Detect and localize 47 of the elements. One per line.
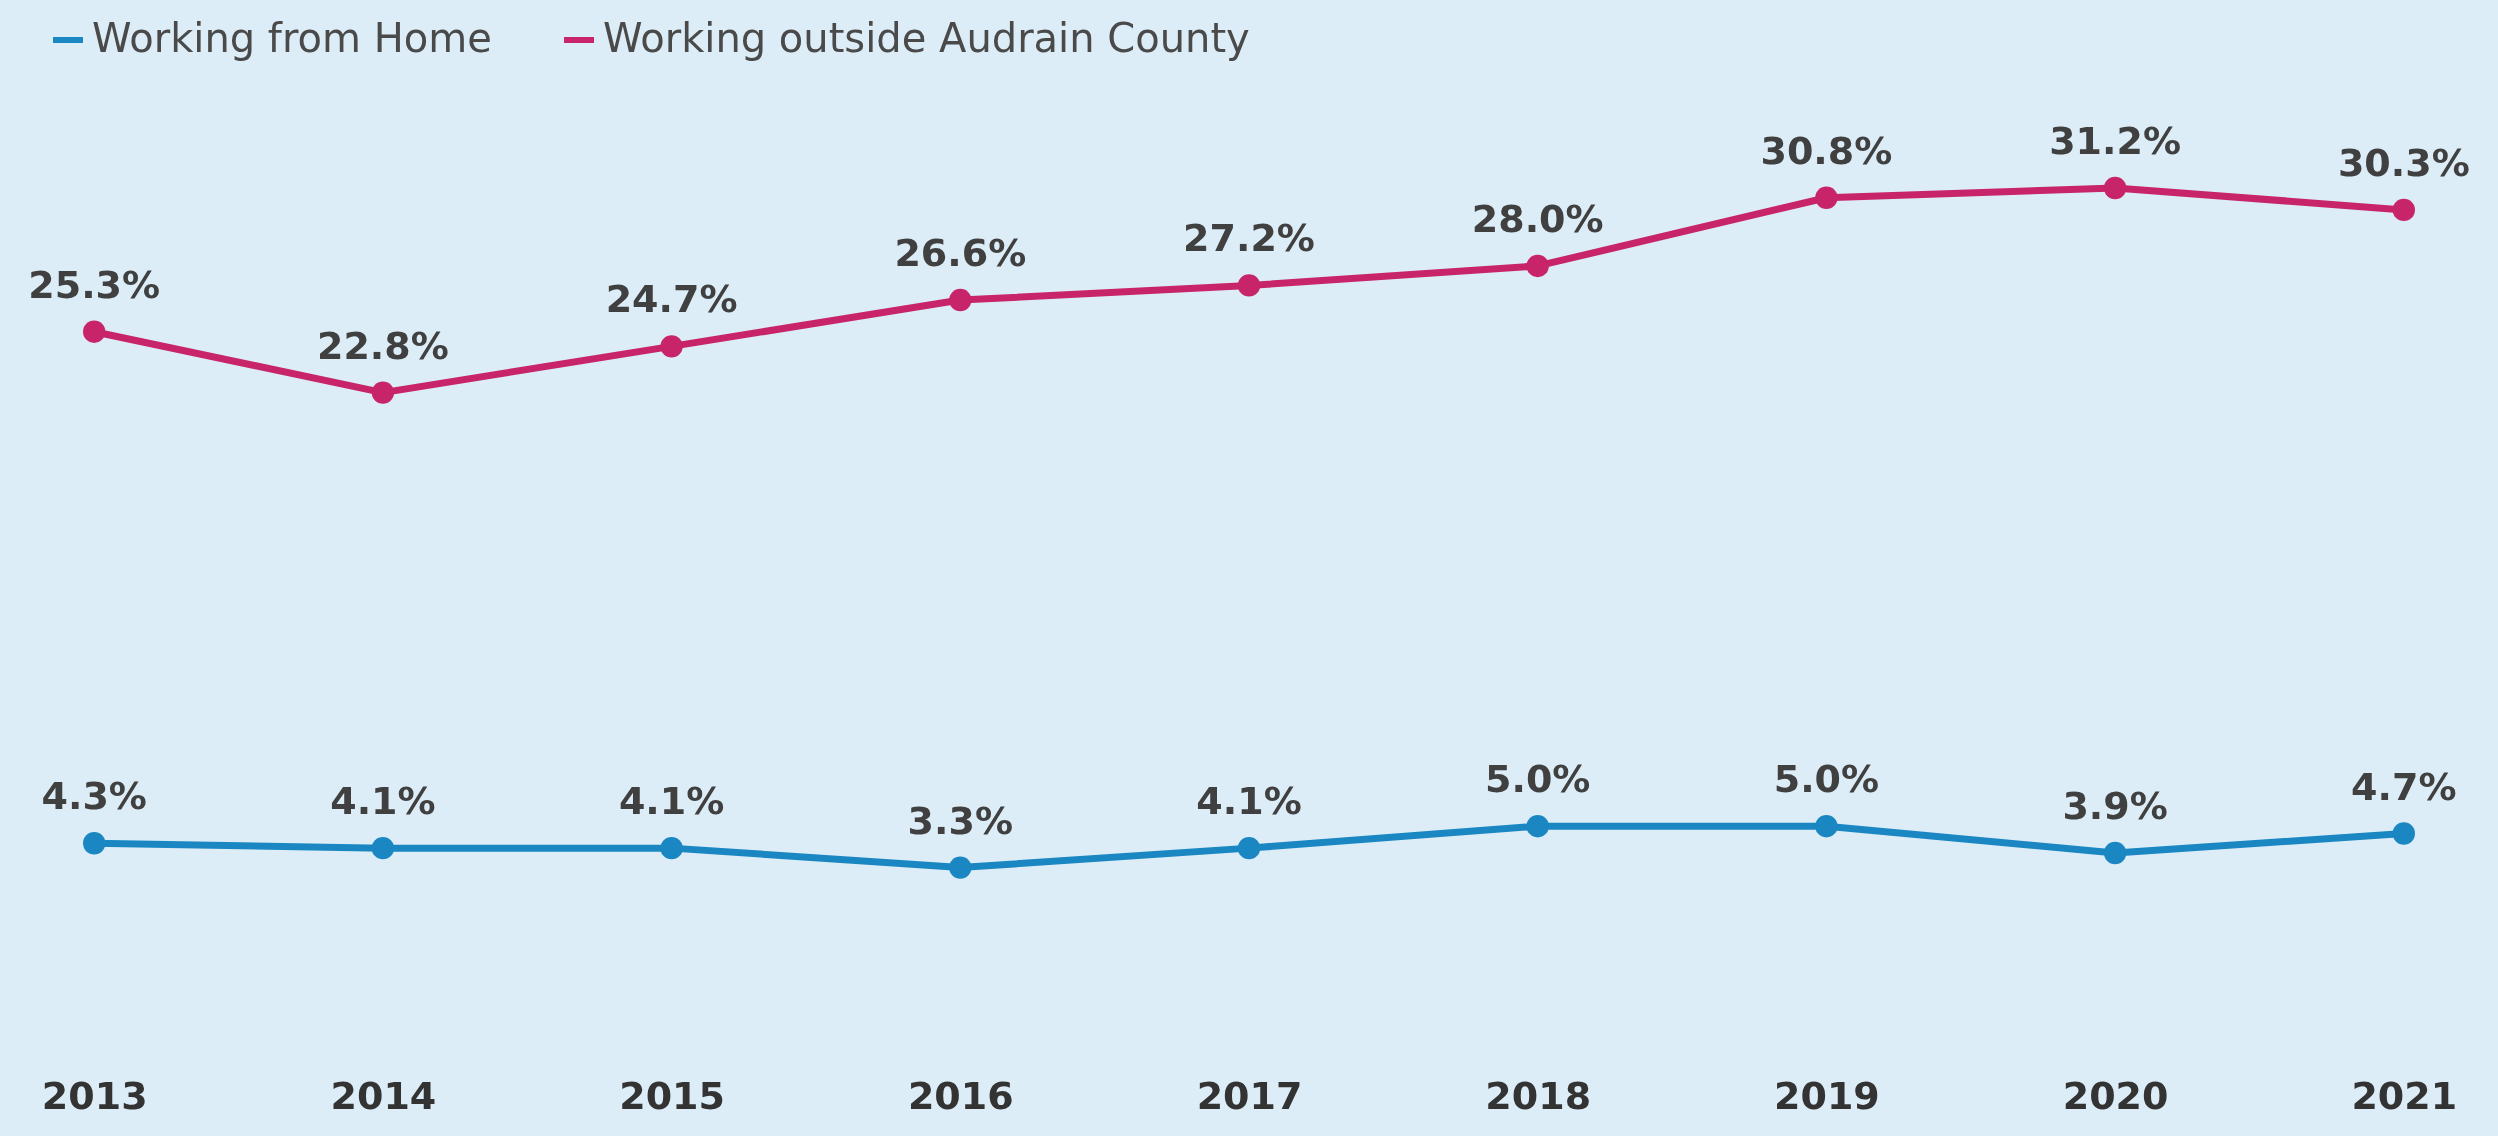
- legend-label: Working outside Audrain County: [603, 15, 1250, 61]
- x-tick-label: 2021: [2351, 1073, 2458, 1118]
- point: [1526, 815, 1549, 838]
- data-label: 5.0%: [1773, 757, 1880, 802]
- x-tick-label: 2019: [1774, 1073, 1880, 1118]
- point: [371, 381, 395, 404]
- x-tick-label: 2020: [2062, 1073, 2169, 1118]
- legend-label: Working from Home: [92, 15, 492, 61]
- point: [2392, 198, 2415, 222]
- point: [1815, 186, 1838, 209]
- x-tick-label: 2015: [619, 1073, 725, 1118]
- x-tick-label: 2017: [1196, 1073, 1303, 1118]
- data-label: 22.8%: [316, 323, 449, 368]
- point: [2392, 822, 2415, 845]
- data-label: 4.1%: [618, 779, 725, 824]
- point: [1526, 254, 1549, 278]
- point: [660, 836, 683, 860]
- data-label: 27.2%: [1183, 216, 1315, 261]
- data-label: 5.0%: [1485, 757, 1591, 802]
- data-label: 31.2%: [2049, 119, 2182, 163]
- data-label: 30.8%: [1760, 128, 1893, 173]
- point: [660, 335, 683, 358]
- x-tick-label: 2014: [330, 1073, 437, 1118]
- x-tick-label: 2016: [907, 1073, 1014, 1118]
- x-tick-label: 2013: [41, 1073, 148, 1118]
- point: [949, 288, 972, 312]
- point: [949, 856, 972, 879]
- point: [371, 836, 395, 860]
- point: [1237, 836, 1261, 860]
- data-label: 3.9%: [2062, 784, 2168, 828]
- data-label: 25.3%: [28, 262, 161, 307]
- point: [2103, 841, 2127, 865]
- point: [83, 320, 106, 343]
- point: [2103, 176, 2127, 200]
- data-label: 4.1%: [1196, 779, 1302, 824]
- data-label: 4.3%: [41, 774, 147, 819]
- data-label: 28.0%: [1471, 196, 1604, 241]
- point: [1237, 274, 1261, 297]
- data-label: 3.3%: [907, 798, 1013, 843]
- x-tick-label: 2018: [1485, 1073, 1592, 1118]
- data-label: 4.1%: [330, 779, 436, 824]
- data-label: 4.7%: [2351, 764, 2457, 809]
- data-label: 26.6%: [894, 231, 1027, 276]
- point: [83, 832, 106, 855]
- data-label: 30.3%: [2337, 140, 2470, 185]
- point: [1815, 815, 1838, 838]
- data-label: 24.7%: [605, 277, 738, 322]
